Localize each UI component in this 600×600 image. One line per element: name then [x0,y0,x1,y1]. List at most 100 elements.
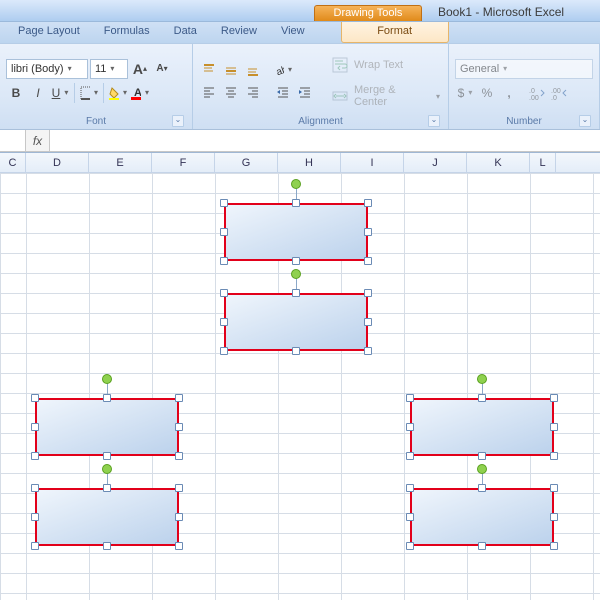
italic-button[interactable]: I [28,83,48,103]
rotate-handle[interactable] [102,374,112,384]
font-family-selector[interactable]: libri (Body) [6,59,88,79]
shape-rectangle[interactable] [35,398,179,456]
resize-handle[interactable] [478,542,486,550]
orientation-button[interactable]: ab [273,60,293,80]
tab-review[interactable]: Review [213,22,265,43]
increase-indent-button[interactable] [295,82,315,102]
resize-handle[interactable] [31,484,39,492]
resize-handle[interactable] [292,257,300,265]
resize-handle[interactable] [364,347,372,355]
align-left-button[interactable] [199,82,219,102]
tab-page-layout[interactable]: Page Layout [10,22,88,43]
tab-format[interactable]: Format [341,22,449,43]
rotate-handle[interactable] [291,179,301,189]
tab-view[interactable]: View [273,22,313,43]
resize-handle[interactable] [220,318,228,326]
bold-button[interactable]: B [6,83,26,103]
resize-handle[interactable] [220,347,228,355]
resize-handle[interactable] [175,452,183,460]
resize-handle[interactable] [31,542,39,550]
fill-color-button[interactable] [108,83,128,103]
resize-handle[interactable] [175,423,183,431]
decrease-decimal-button[interactable]: .00.0 [549,83,569,103]
resize-handle[interactable] [406,423,414,431]
decrease-font-button[interactable]: A▾ [152,59,172,79]
resize-handle[interactable] [175,394,183,402]
merge-center-button[interactable]: Merge & Center [327,81,445,111]
underline-button[interactable]: U [50,83,70,103]
rotate-handle[interactable] [102,464,112,474]
column-header[interactable]: D [26,153,89,172]
resize-handle[interactable] [364,199,372,207]
resize-handle[interactable] [478,452,486,460]
border-button[interactable] [79,83,99,103]
column-header[interactable]: L [530,153,556,172]
resize-handle[interactable] [478,394,486,402]
resize-handle[interactable] [364,318,372,326]
align-middle-button[interactable] [221,60,241,80]
resize-handle[interactable] [103,452,111,460]
align-bottom-button[interactable] [243,60,263,80]
resize-handle[interactable] [220,289,228,297]
resize-handle[interactable] [550,452,558,460]
resize-handle[interactable] [220,257,228,265]
percent-button[interactable]: % [477,83,497,103]
resize-handle[interactable] [103,542,111,550]
resize-handle[interactable] [364,289,372,297]
fx-button[interactable]: fx [26,130,50,151]
column-header[interactable]: H [278,153,341,172]
resize-handle[interactable] [550,542,558,550]
align-right-button[interactable] [243,82,263,102]
column-header[interactable]: K [467,153,530,172]
resize-handle[interactable] [364,228,372,236]
resize-handle[interactable] [220,199,228,207]
spreadsheet-grid[interactable]: C D E F G H I J K L [0,152,600,600]
column-header[interactable]: I [341,153,404,172]
resize-handle[interactable] [31,452,39,460]
column-header[interactable]: E [89,153,152,172]
resize-handle[interactable] [550,484,558,492]
rotate-handle[interactable] [291,269,301,279]
resize-handle[interactable] [175,513,183,521]
resize-handle[interactable] [478,484,486,492]
shape-rectangle[interactable] [35,488,179,546]
decrease-indent-button[interactable] [273,82,293,102]
shape-rectangle[interactable] [224,293,368,351]
resize-handle[interactable] [406,484,414,492]
resize-handle[interactable] [406,452,414,460]
column-header[interactable]: J [404,153,467,172]
rotate-handle[interactable] [477,464,487,474]
resize-handle[interactable] [550,423,558,431]
shape-rectangle[interactable] [410,488,554,546]
align-center-button[interactable] [221,82,241,102]
resize-handle[interactable] [364,257,372,265]
resize-handle[interactable] [550,513,558,521]
comma-button[interactable]: , [499,83,519,103]
number-format-selector[interactable]: General [455,59,593,79]
column-header[interactable]: C [0,153,26,172]
resize-handle[interactable] [406,394,414,402]
column-header[interactable]: G [215,153,278,172]
resize-handle[interactable] [292,289,300,297]
resize-handle[interactable] [406,513,414,521]
currency-button[interactable]: $ [455,83,475,103]
tab-data[interactable]: Data [166,22,205,43]
resize-handle[interactable] [220,228,228,236]
column-header[interactable]: F [152,153,215,172]
resize-handle[interactable] [31,394,39,402]
increase-decimal-button[interactable]: .0.00 [527,83,547,103]
shape-rectangle[interactable] [410,398,554,456]
resize-handle[interactable] [103,484,111,492]
tab-formulas[interactable]: Formulas [96,22,158,43]
resize-handle[interactable] [31,423,39,431]
rotate-handle[interactable] [477,374,487,384]
resize-handle[interactable] [31,513,39,521]
cells-area[interactable] [0,173,600,600]
font-size-selector[interactable]: 11 [90,59,128,79]
resize-handle[interactable] [103,394,111,402]
resize-handle[interactable] [406,542,414,550]
resize-handle[interactable] [175,542,183,550]
align-top-button[interactable] [199,60,219,80]
name-box[interactable] [0,130,26,151]
resize-handle[interactable] [550,394,558,402]
